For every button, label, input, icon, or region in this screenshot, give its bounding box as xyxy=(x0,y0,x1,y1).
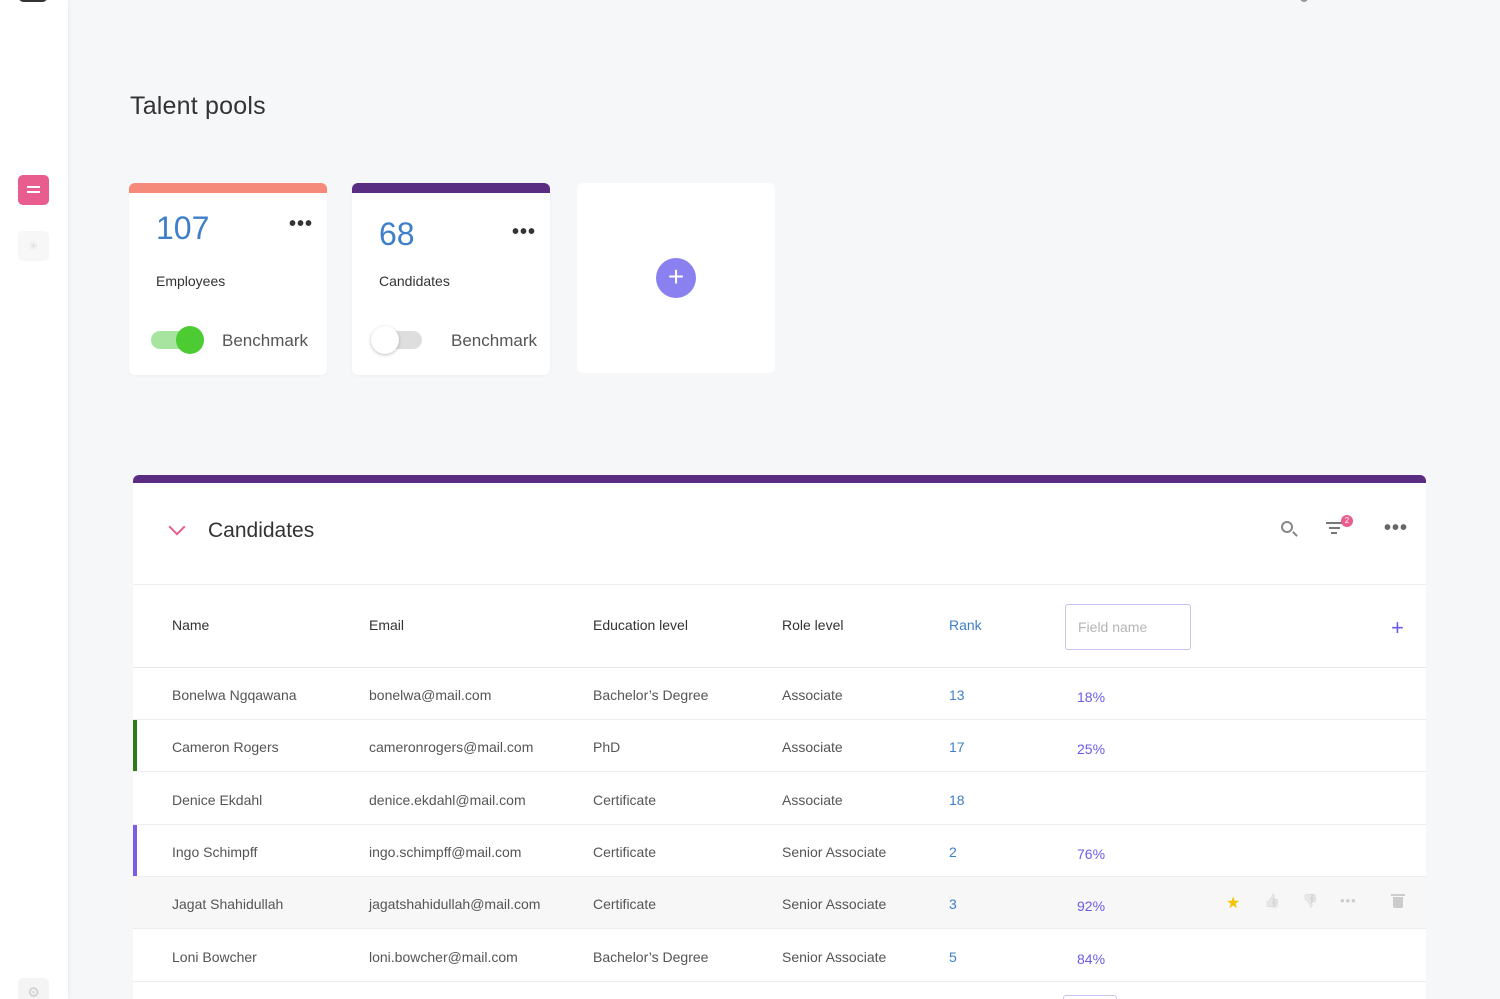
field-name-input[interactable] xyxy=(1065,604,1191,650)
pool-label: Candidates xyxy=(379,273,450,289)
pool-card-color-bar xyxy=(352,183,550,193)
column-header-role[interactable]: Role level xyxy=(782,617,844,633)
filter-icon[interactable] xyxy=(1326,522,1342,536)
table-row[interactable]: Bonelwa Ngqawana bonelwa@mail.com Bachelor… xyxy=(133,668,1426,720)
pool-label: Employees xyxy=(156,273,226,289)
cell-rank: 5 xyxy=(949,948,957,965)
benchmark-toggle[interactable] xyxy=(371,326,422,354)
cell-role: Associate xyxy=(782,791,843,808)
add-pool-card[interactable]: + xyxy=(577,183,775,373)
cell-education: Bachelor’s Degree xyxy=(593,687,709,703)
column-header-name[interactable]: Name xyxy=(172,617,210,633)
add-column-icon[interactable]: + xyxy=(1391,615,1404,640)
table-row[interactable]: Denice Ekdahl denice.ekdahl@mail.com Certi… xyxy=(133,773,1426,825)
cell-name: Bonelwa Ngqawana xyxy=(172,687,297,703)
cell-role: Senior Associate xyxy=(782,843,887,860)
talent-pools-nav-icon[interactable] xyxy=(18,175,49,205)
cell-score: 18% xyxy=(1077,689,1106,705)
more-options-icon[interactable]: ••• xyxy=(1384,517,1409,539)
cell-education: Certificate xyxy=(593,791,657,808)
app-logo-icon[interactable] xyxy=(18,0,48,2)
panel-color-bar xyxy=(133,475,1426,483)
column-header-email[interactable]: Email xyxy=(369,617,405,633)
cell-score: 76% xyxy=(1077,845,1106,862)
cell-name: Cameron Rogers xyxy=(172,739,279,756)
benchmark-label: Benchmark xyxy=(451,331,537,350)
table-header: Name Email Education level Role level Ra… xyxy=(133,584,1426,668)
cell-email: cameronrogers@mail.com xyxy=(369,739,534,756)
cell-score: 84% xyxy=(1077,950,1106,967)
trash-icon[interactable] xyxy=(1391,894,1405,909)
cell-rank: 18 xyxy=(949,791,965,808)
cell-role: Associate xyxy=(782,739,843,756)
more-options-icon[interactable]: ••• xyxy=(511,221,536,243)
plus-icon[interactable]: + xyxy=(656,258,696,298)
cell-name: Ingo Schimpff xyxy=(172,843,258,860)
pool-card-employees[interactable]: 107 ••• Employees Benchmark xyxy=(129,183,327,375)
pool-card-color-bar xyxy=(129,183,327,193)
toggle-knob xyxy=(371,326,399,354)
cell-rank: 3 xyxy=(949,896,957,913)
cell-email: denice.ekdahl@mail.com xyxy=(369,791,526,808)
user-menu-icon[interactable] xyxy=(1300,0,1308,2)
table-row[interactable]: Jagat Shahidullah jagatshahidullah@mail.c… xyxy=(133,877,1426,930)
cell-education: Bachelor’s Degree xyxy=(593,948,709,965)
table-row[interactable]: Loni Bowcher loni.bowcher@mail.com Bachelo… xyxy=(133,930,1426,982)
table-row[interactable]: Cameron Rogers cameronrogers@mail.com PhD A… xyxy=(133,720,1426,773)
chevron-down-icon[interactable] xyxy=(168,518,186,536)
settings-icon[interactable]: ⚙ xyxy=(18,978,49,999)
cell-email: ingo.schimpff@mail.com xyxy=(369,843,522,860)
cell-name: Loni Bowcher xyxy=(172,948,257,965)
search-icon[interactable] xyxy=(1281,521,1293,533)
cell-role: Senior Associate xyxy=(782,896,887,913)
cell-rank: 17 xyxy=(949,739,965,756)
cell-email: bonelwa@mail.com xyxy=(369,687,492,703)
cell-education: Certificate xyxy=(593,896,657,913)
partial-field-input xyxy=(1063,995,1117,999)
cell-name: Denice Ekdahl xyxy=(172,791,263,808)
secondary-nav-icon[interactable]: ✳ xyxy=(18,231,49,261)
filter-count-badge: 2 xyxy=(1341,515,1353,527)
row-accent-bar xyxy=(133,720,137,772)
more-options-icon[interactable]: ••• xyxy=(1340,893,1357,909)
cell-score: 25% xyxy=(1077,741,1106,758)
toggle-knob xyxy=(176,326,204,354)
panel-title: Candidates xyxy=(208,519,315,542)
star-icon[interactable]: ★ xyxy=(1226,895,1241,913)
cell-education: Certificate xyxy=(593,843,657,860)
table-row[interactable]: Ingo Schimpff ingo.schimpff@mail.com Certi… xyxy=(133,824,1426,877)
benchmark-label: Benchmark xyxy=(222,331,308,350)
pool-count: 68 xyxy=(379,216,415,252)
cell-email: loni.bowcher@mail.com xyxy=(369,948,518,965)
cell-role: Associate xyxy=(782,687,843,703)
cell-name: Jagat Shahidullah xyxy=(172,896,284,913)
cell-email: jagatshahidullah@mail.com xyxy=(369,896,541,913)
thumbs-down-icon[interactable]: 👎 xyxy=(1302,893,1319,909)
pool-card-candidates[interactable]: 68 ••• Candidates Benchmark xyxy=(352,183,550,375)
candidates-panel: Candidates 2 ••• Name Email Education le… xyxy=(133,475,1426,999)
cell-education: PhD xyxy=(593,739,621,756)
page-title: Talent pools xyxy=(130,92,266,120)
column-header-rank[interactable]: Rank xyxy=(949,617,982,633)
more-options-icon[interactable]: ••• xyxy=(288,213,313,235)
thumbs-up-icon[interactable]: 👍 xyxy=(1264,893,1281,909)
row-accent-bar xyxy=(133,824,137,876)
benchmark-toggle[interactable] xyxy=(151,326,204,354)
cell-rank: 2 xyxy=(949,843,957,860)
cell-role: Senior Associate xyxy=(782,948,887,965)
column-header-education[interactable]: Education level xyxy=(593,617,688,633)
pool-count: 107 xyxy=(156,210,210,246)
sidebar: ✳ ⚙ xyxy=(0,0,68,999)
cell-score: 92% xyxy=(1077,898,1106,915)
cell-rank: 13 xyxy=(949,687,965,703)
